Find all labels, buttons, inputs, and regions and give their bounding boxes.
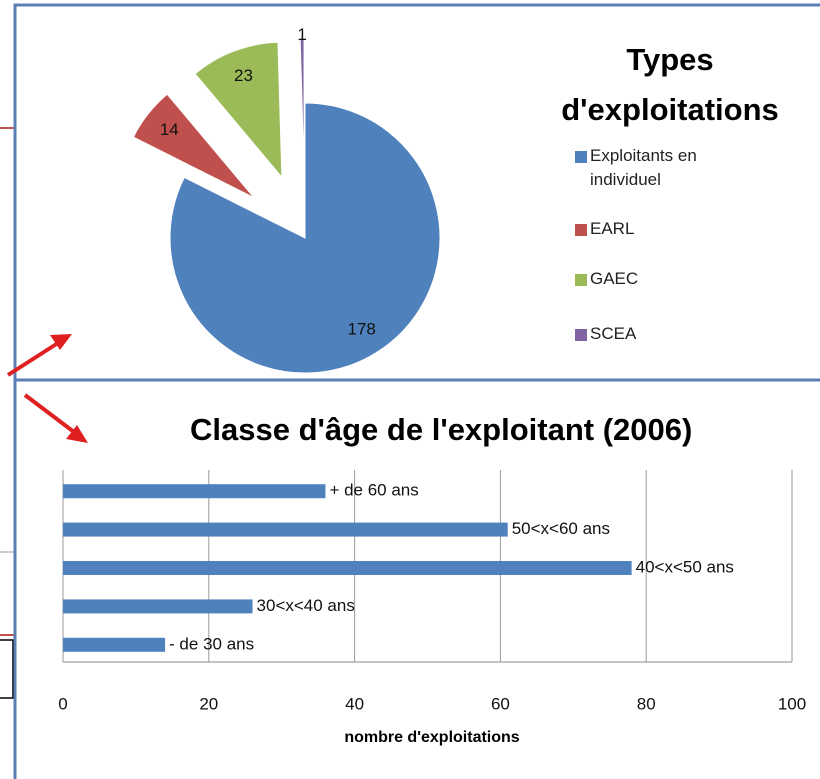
legend-label: SCEA	[590, 324, 637, 343]
data-label: 1	[297, 25, 306, 44]
legend-item: EARL	[590, 219, 635, 238]
pie-slice	[194, 41, 283, 179]
bar-label: 30<x<40 ans	[257, 596, 355, 615]
x-tick-label: 0	[58, 694, 67, 713]
bar-label: 40<x<50 ans	[636, 557, 734, 576]
bar	[63, 484, 326, 499]
bar	[63, 637, 166, 652]
legend-label: EARL	[590, 219, 635, 238]
data-label: 23	[234, 66, 253, 85]
arrows	[6, 334, 88, 443]
bar-frame	[13, 378, 820, 779]
legend-swatch	[575, 274, 587, 286]
bar	[63, 599, 253, 614]
legend-swatch	[575, 224, 587, 236]
legend-item: GAEC	[590, 269, 639, 288]
data-label: 178	[348, 319, 376, 338]
legend-swatch	[575, 151, 587, 163]
legend-item: SCEA	[590, 324, 637, 343]
legend-label: Exploitants en individuel	[590, 146, 697, 189]
bar-label: 50<x<60 ans	[512, 519, 610, 538]
legend-label: GAEC	[590, 269, 639, 288]
pie: 178 14 23 1	[132, 25, 441, 374]
x-tick-label: 20	[199, 694, 218, 713]
bar-title: Classe d'âge de l'exploitant (2006)	[190, 412, 692, 447]
data-label: 14	[160, 120, 179, 139]
x-tick-label: 80	[637, 694, 656, 713]
bar-label: - de 30 ans	[169, 634, 254, 653]
pie-title: Types d'exploitations	[561, 42, 779, 127]
pie-slice	[169, 102, 441, 374]
bar-label: + de 60 ans	[329, 481, 418, 500]
x-tick-label: 100	[778, 694, 806, 713]
pie-slice	[132, 93, 255, 199]
x-tick-label: 60	[491, 694, 510, 713]
bar	[63, 561, 632, 575]
x-axis-label: nombre d'exploitations	[344, 729, 519, 746]
legend-item: Exploitants en individuel	[590, 146, 697, 189]
x-tick-label: 40	[345, 694, 364, 713]
bar-plot: 0 20 40 60 80 100 + de 60 ans 50<x<60 ans 40<x<5…	[58, 470, 806, 713]
bar	[63, 522, 508, 537]
remnant	[0, 639, 14, 699]
legend-swatch	[575, 329, 587, 341]
legend: Exploitants en individuel EARL GAEC SCEA	[575, 146, 697, 343]
pie-slice	[299, 37, 305, 174]
pie-title-box: Types d'exploitations	[561, 42, 779, 127]
